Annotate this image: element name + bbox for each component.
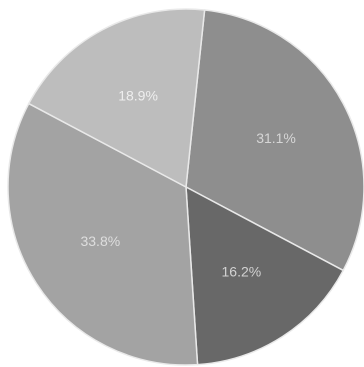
slice-value-label: 16.2% (222, 263, 262, 279)
slice-value-label: 33.8% (80, 233, 120, 249)
slice-value-label: 18.9% (118, 88, 158, 104)
slice-value-label: 31.1% (256, 130, 296, 146)
pie-slice-labels: 31.1% 16.2% 33.8% 18.9% (80, 88, 295, 280)
pie-slice (185, 9, 364, 272)
pie-slice (7, 102, 199, 366)
pie-slice (27, 8, 206, 189)
pie-slices (7, 8, 364, 366)
pie-slice (185, 185, 345, 366)
